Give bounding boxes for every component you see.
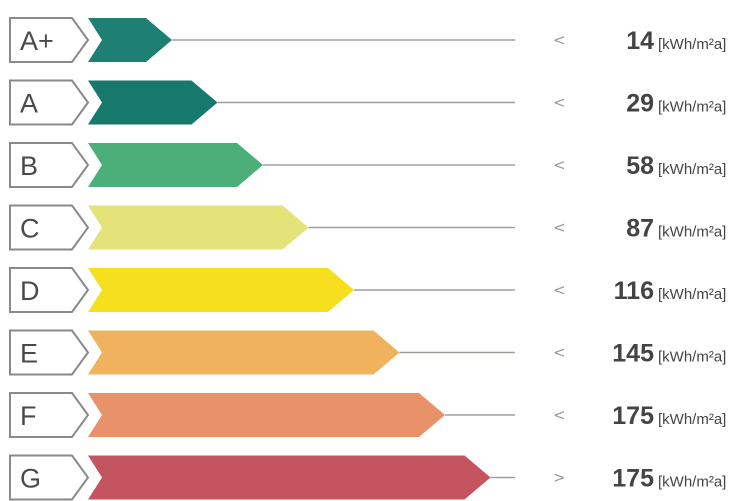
threshold-unit: [kWh/m²a] [658, 286, 726, 303]
energy-row-d: D <116 [kWh/m²a] [9, 267, 726, 313]
class-bar [88, 80, 218, 125]
threshold-value: 175 [612, 402, 654, 430]
threshold-value: 14 [626, 27, 654, 55]
threshold-value: 175 [612, 465, 654, 493]
energy-row-c: C <87 [kWh/m²a] [9, 204, 726, 251]
class-label: E [20, 339, 38, 369]
class-bar [88, 268, 354, 312]
class-label: C [20, 214, 40, 244]
threshold-unit: [kWh/m²a] [658, 99, 726, 116]
class-label-box [9, 454, 90, 501]
energy-row-f: F <175 [kWh/m²a] [9, 392, 726, 438]
threshold-symbol: < [553, 94, 566, 112]
class-label: A+ [20, 26, 54, 56]
threshold-unit: [kWh/m²a] [658, 224, 726, 241]
threshold-unit: [kWh/m²a] [658, 411, 726, 428]
threshold-symbol: < [553, 344, 566, 362]
class-label: G [20, 464, 41, 494]
class-label-box [9, 392, 90, 438]
class-label: F [20, 401, 37, 431]
energy-row-g: G >175 [kWh/m²a] [9, 454, 726, 501]
class-label-box [9, 142, 90, 188]
class-label: B [20, 151, 38, 181]
class-label-box [9, 204, 90, 251]
energy-row-e: E <145 [kWh/m²a] [9, 329, 726, 376]
class-label-box [9, 17, 90, 63]
class-bar [88, 330, 400, 375]
class-bar [88, 455, 491, 500]
threshold-value: 145 [612, 340, 654, 368]
class-bar [88, 205, 309, 250]
class-bar [88, 393, 445, 437]
class-label: D [20, 276, 40, 306]
energy-row-a-plus: A+ <14 [kWh/m²a] [9, 17, 726, 63]
threshold-value: 58 [626, 152, 654, 180]
threshold-symbol: < [553, 156, 566, 174]
energy-row-b: B <58 [kWh/m²a] [9, 142, 726, 188]
class-label-box [9, 329, 90, 376]
threshold-value: 116 [614, 277, 654, 305]
class-bar [88, 143, 263, 187]
threshold-unit: [kWh/m²a] [658, 161, 726, 178]
class-label-box [9, 79, 90, 126]
threshold-symbol: < [553, 219, 566, 237]
threshold-symbol: > [553, 469, 566, 487]
threshold-symbol: < [553, 281, 566, 299]
threshold-value: 29 [626, 90, 654, 118]
threshold-value: 87 [626, 215, 654, 243]
threshold-unit: [kWh/m²a] [658, 474, 726, 491]
class-bar [88, 18, 172, 62]
threshold-unit: [kWh/m²a] [658, 36, 726, 53]
threshold-symbol: < [553, 406, 566, 424]
energy-row-a: A <29 [kWh/m²a] [9, 79, 726, 126]
class-label-box [9, 267, 90, 313]
threshold-unit: [kWh/m²a] [658, 349, 726, 366]
threshold-symbol: < [553, 31, 566, 49]
class-label: A [20, 89, 38, 119]
